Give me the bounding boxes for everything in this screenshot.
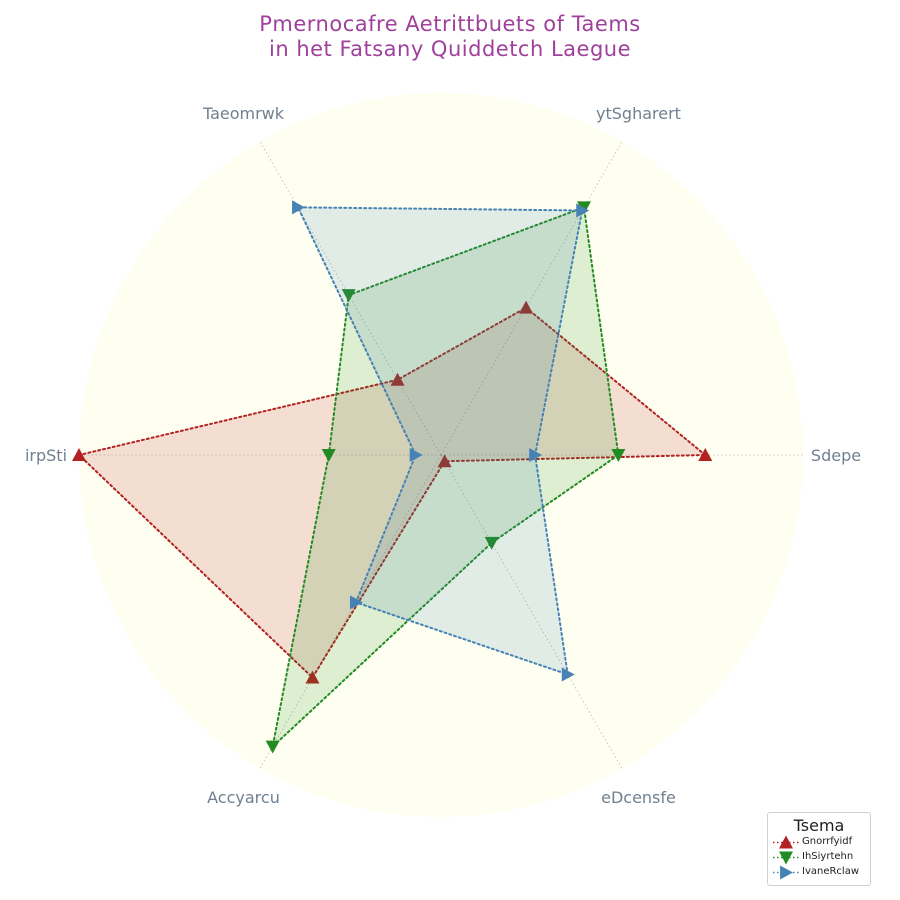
- radar-spoke: [440, 141, 623, 456]
- axis-label-taeomrwk: Taeomrwk: [202, 104, 285, 123]
- data-point-ivanerclaw-taeomrwk: [292, 200, 306, 215]
- legend-label: Gnorrfyidf: [802, 836, 853, 847]
- series-area-ivanerclaw: [298, 207, 583, 675]
- legend: Tsema Gnorrfyidf IhSiyrtehn IvaneRclaw: [767, 812, 871, 886]
- legend-swatch: [773, 865, 799, 880]
- data-point-ihsiyrtehn-taeomrwk: [341, 289, 356, 303]
- data-point-ihsiyrtehn-accyarcu: [265, 740, 280, 754]
- legend-marker: [779, 835, 793, 849]
- legend-marker: [779, 851, 793, 865]
- data-point-ihsiyrtehn-irpsti: [321, 449, 336, 462]
- legend-title: Tsema: [793, 816, 845, 835]
- data-point-gnorrfyidf-ytsgharert: [519, 300, 534, 314]
- data-point-ivanerclaw-edcensfe: [561, 667, 575, 682]
- axis-label-irpsti: irpSti: [25, 446, 67, 465]
- legend-label: IhSiyrtehn: [802, 851, 854, 862]
- chart-title: Pmernocafre Aetrittbuets of Taems in het…: [0, 12, 900, 62]
- data-point-gnorrfyidf-edcensfe: [437, 454, 452, 468]
- legend-item: Gnorrfyidf: [768, 835, 870, 850]
- data-point-ivanerclaw-accyarcu: [349, 595, 363, 610]
- chart-title-line-1: Pmernocafre Aetrittbuets of Taems: [259, 12, 641, 36]
- legend-swatch: [773, 835, 799, 849]
- data-point-ihsiyrtehn-sdepe: [611, 449, 626, 462]
- data-point-gnorrfyidf-irpsti: [72, 448, 86, 461]
- series-area-gnorrfyidf: [79, 307, 706, 678]
- radar-spoke: [259, 454, 442, 769]
- series-area-ihsiyrtehn: [272, 207, 619, 747]
- axis-label-edcensfe: eDcensfe: [601, 788, 676, 807]
- axis-label-accyarcu: Accyarcu: [207, 788, 280, 807]
- legend-marker: [780, 865, 793, 880]
- axis-label-sdepe: Sdepe: [811, 446, 861, 465]
- data-point-gnorrfyidf-sdepe: [698, 448, 713, 461]
- data-point-ivanerclaw-sdepe: [529, 448, 543, 462]
- data-point-ihsiyrtehn-edcensfe: [484, 536, 499, 550]
- data-point-gnorrfyidf-taeomrwk: [390, 372, 405, 386]
- data-point-ivanerclaw-ytsgharert: [576, 203, 590, 218]
- data-point-gnorrfyidf-accyarcu: [305, 670, 320, 684]
- chart-title-line-2: in het Fatsany Quiddetch Laegue: [269, 37, 631, 61]
- data-point-ivanerclaw-irpsti: [409, 448, 423, 462]
- legend-label: IvaneRclaw: [802, 866, 860, 877]
- legend-item: IvaneRclaw: [768, 865, 870, 880]
- legend-swatch: [773, 851, 799, 865]
- legend-item: IhSiyrtehn: [768, 850, 870, 865]
- radar-spoke: [440, 454, 623, 769]
- axis-label-ytsgharert: ytSgharert: [596, 104, 681, 123]
